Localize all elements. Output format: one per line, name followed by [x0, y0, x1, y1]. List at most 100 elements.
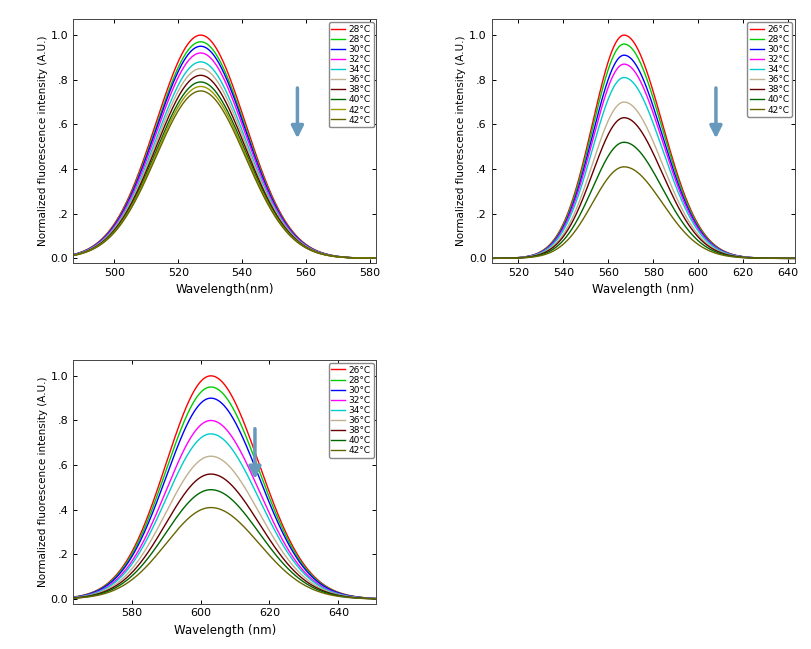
40°C: [505, 254, 515, 262]
28°C: [298, 239, 308, 247]
32°C: [371, 254, 381, 262]
42°C: [672, 218, 681, 226]
36°C: [252, 506, 262, 513]
Line: 38°C: 38°C: [73, 474, 376, 599]
42°C: [68, 594, 78, 602]
40°C: [329, 252, 339, 260]
Line: 26°C: 26°C: [73, 376, 376, 598]
32°C: [206, 417, 216, 424]
34°C: [252, 167, 262, 175]
40°C: [252, 526, 262, 534]
26°C: [505, 254, 515, 262]
32°C: [68, 594, 78, 602]
42°C: [298, 581, 308, 589]
30°C: [487, 254, 496, 262]
32°C: [262, 185, 272, 193]
38°C: [195, 71, 205, 79]
28°C: [262, 486, 272, 494]
30°C: [329, 588, 339, 596]
34°C: [68, 251, 78, 259]
34°C: [680, 204, 690, 212]
28°C: [371, 254, 381, 262]
42°C: [68, 252, 78, 260]
30°C: [245, 138, 255, 145]
38°C: [505, 254, 515, 262]
36°C: [68, 251, 78, 259]
28°C: [245, 135, 255, 143]
28°C: [252, 462, 262, 470]
26°C: [329, 587, 339, 594]
26°C: [717, 246, 727, 254]
26°C: [619, 31, 629, 39]
26°C: [262, 481, 272, 489]
38°C: [245, 504, 255, 512]
40°C: [298, 242, 308, 250]
32°C: [663, 154, 673, 162]
28°C: [487, 254, 496, 262]
34°C: [717, 248, 727, 256]
36°C: [329, 590, 339, 598]
38°C: [371, 595, 381, 603]
36°C: [262, 190, 272, 198]
30°C: [87, 244, 97, 252]
26°C: [672, 166, 681, 174]
Legend: 28°C, 28°C, 30°C, 32°C, 34°C, 36°C, 38°C, 40°C, 42°C, 42°C: 28°C, 28°C, 30°C, 32°C, 34°C, 36°C, 38°C…: [328, 22, 374, 127]
32°C: [87, 590, 97, 598]
34°C: [672, 183, 681, 191]
26°C: [487, 254, 496, 262]
28°C: [298, 239, 308, 247]
40°C: [672, 208, 681, 216]
36°C: [790, 254, 800, 262]
26°C: [206, 372, 216, 380]
26°C: [790, 254, 800, 262]
34°C: [68, 594, 78, 602]
30°C: [252, 469, 262, 477]
42°C: [245, 160, 255, 167]
30°C: [262, 492, 272, 500]
32°C: [329, 589, 339, 596]
36°C: [298, 572, 308, 580]
26°C: [749, 254, 758, 262]
40°C: [790, 254, 800, 262]
30°C: [790, 254, 800, 262]
28°C: [252, 155, 262, 163]
Line: 32°C: 32°C: [73, 53, 376, 258]
Line: 36°C: 36°C: [73, 456, 376, 599]
38°C: [252, 173, 262, 180]
30°C: [505, 254, 515, 262]
36°C: [68, 594, 78, 602]
X-axis label: Wavelength (nm): Wavelength (nm): [592, 283, 694, 296]
42°C: [717, 251, 727, 259]
26°C: [252, 455, 262, 463]
30°C: [371, 594, 381, 602]
28°C: [663, 144, 673, 152]
40°C: [87, 245, 97, 253]
Y-axis label: Normalized fluorescence intensity (A.U.): Normalized fluorescence intensity (A.U.): [38, 376, 48, 587]
32°C: [195, 49, 205, 57]
42°C: [245, 529, 255, 537]
32°C: [619, 60, 629, 68]
28°C: [717, 247, 727, 254]
36°C: [505, 254, 515, 262]
40°C: [195, 78, 205, 86]
32°C: [371, 594, 381, 602]
Line: 28°C: 28°C: [491, 44, 795, 258]
34°C: [87, 591, 97, 598]
30°C: [298, 239, 308, 247]
28°C: [505, 254, 515, 262]
28°C: [206, 383, 216, 391]
42°C: [68, 252, 78, 260]
32°C: [487, 254, 496, 262]
42°C: [749, 254, 758, 262]
28°C: [87, 243, 97, 251]
28°C: [749, 254, 758, 262]
34°C: [749, 254, 758, 262]
34°C: [329, 589, 339, 597]
42°C: [262, 198, 272, 206]
36°C: [245, 150, 255, 158]
42°C: [371, 595, 381, 603]
38°C: [672, 199, 681, 206]
40°C: [262, 539, 272, 547]
40°C: [245, 516, 255, 524]
32°C: [87, 244, 97, 252]
